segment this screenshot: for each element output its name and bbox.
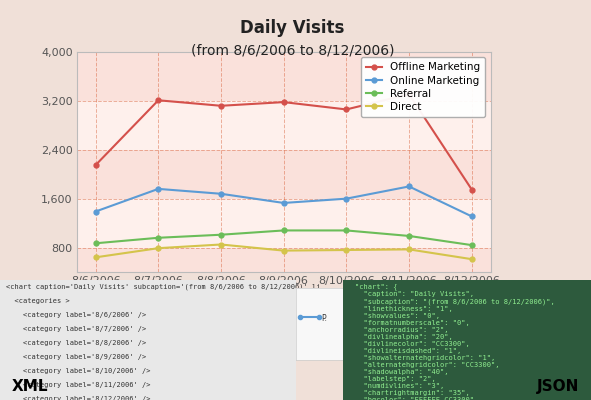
Direct (280, 248, 287, 253)
Direct (343, 248, 350, 252)
Offline Marketing (468, 187, 475, 192)
Online Marketing (343, 196, 350, 201)
Line: Referral: Referral (93, 228, 474, 248)
Referral (217, 232, 225, 237)
Online Marketing (155, 186, 162, 191)
Online Marketing (280, 200, 287, 205)
Direct (405, 247, 413, 252)
Direct (155, 246, 162, 250)
Text: "chart": {
  "caption": "Daily Visits",
  "subcaption": "(from 8/6/2006 to 8/12/: "chart": { "caption": "Daily Visits", "s… (355, 284, 555, 400)
Text: (from 8/6/2006 to 8/12/2006): (from 8/6/2006 to 8/12/2006) (191, 43, 394, 57)
Line: Online Marketing: Online Marketing (93, 184, 474, 219)
Direct (92, 255, 99, 260)
Legend: Offline Marketing, Online Marketing, Referral, Direct: Offline Marketing, Online Marketing, Ref… (361, 57, 485, 117)
Text: JSON: JSON (537, 379, 579, 394)
Line: Offline Marketing: Offline Marketing (93, 92, 474, 192)
Referral (92, 241, 99, 246)
Offline Marketing (405, 92, 413, 96)
Text: <chart caption='Daily Visits' subcaption='(from 8/6/2006 to 8/12/2006)' li

  <c: <chart caption='Daily Visits' subcaption… (6, 284, 320, 400)
Text: P.: P. (322, 314, 327, 324)
Bar (77, 248, 491, 272)
Bar (77, 52, 491, 101)
Text: Daily Visits: Daily Visits (241, 19, 345, 37)
Text: XML: XML (12, 379, 48, 394)
Offline Marketing (217, 103, 225, 108)
Referral (468, 243, 475, 248)
Referral (155, 235, 162, 240)
Offline Marketing (343, 107, 350, 112)
Direct (468, 257, 475, 262)
Direct (217, 242, 225, 247)
Online Marketing (468, 214, 475, 219)
Offline Marketing (280, 100, 287, 104)
Online Marketing (217, 191, 225, 196)
Referral (405, 234, 413, 238)
Referral (280, 228, 287, 233)
Online Marketing (92, 209, 99, 214)
Offline Marketing (92, 163, 99, 168)
Bar (77, 150, 491, 199)
Online Marketing (405, 184, 413, 189)
Offline Marketing (155, 98, 162, 103)
Referral (343, 228, 350, 233)
Line: Direct: Direct (93, 242, 474, 262)
